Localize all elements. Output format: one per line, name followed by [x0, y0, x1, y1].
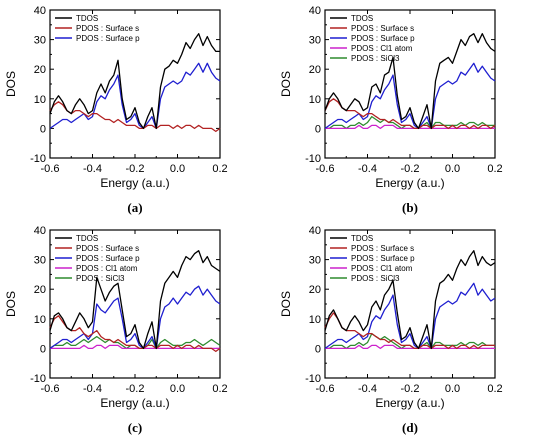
y-tick-label: -10: [30, 373, 46, 385]
y-tick-label: -10: [30, 153, 46, 165]
x-tick-label: -0.4: [358, 163, 377, 175]
panel-label: (d): [402, 420, 418, 435]
y-axis-label: DOS: [279, 291, 293, 317]
y-tick-label: 40: [309, 225, 321, 237]
x-tick-label: 0.0: [445, 383, 460, 395]
series-line: [49, 335, 221, 350]
legend-entry: PDOS : Surface p: [351, 34, 415, 43]
y-tick-label: 40: [34, 5, 46, 17]
y-tick-label: 10: [34, 94, 46, 106]
legend-entry: PDOS : SiCl3: [351, 274, 400, 283]
legend-entry: PDOS : Surface p: [76, 34, 140, 43]
y-tick-label: 40: [34, 225, 46, 237]
chart-panel: -10 0 10 20 30 40 -0.6 -0.4 -0.2 0.0 0.2 Energy (a.…: [279, 225, 503, 435]
x-tick-label: -0.6: [41, 383, 60, 395]
y-tick-label: -10: [305, 373, 321, 385]
x-tick-label: 0.2: [487, 383, 502, 395]
x-axis-label: Energy (a.u.): [100, 396, 169, 410]
y-axis-label: DOS: [279, 71, 293, 97]
panel-label: (b): [402, 200, 418, 215]
legend-entry: TDOS: [76, 14, 98, 23]
series-line: [324, 312, 495, 350]
series-line: [49, 250, 221, 350]
x-tick-label: -0.6: [41, 163, 60, 175]
y-tick-label: 30: [309, 35, 321, 47]
legend-entry: PDOS : Surface s: [76, 24, 139, 33]
chart-panel: -10 0 10 20 30 40 -0.6 -0.4 -0.2 0.0 0.2 Energy (a.…: [279, 5, 503, 215]
chart-panel: -10 0 10 20 30 40 -0.6 -0.4 -0.2 0.0 0.2 Energy (a.…: [4, 225, 228, 435]
x-tick-label: -0.2: [126, 163, 145, 175]
chart-panel: -10 0 10 20 30 40 -0.6 -0.4 -0.2 0.0 0.2 Energy (a.…: [4, 5, 228, 215]
x-tick-label: 0.0: [170, 383, 185, 395]
legend-entry: PDOS : Surface s: [76, 244, 139, 253]
x-tick-label: -0.4: [83, 383, 102, 395]
y-axis-label: DOS: [4, 291, 18, 317]
legend-entry: TDOS: [76, 234, 98, 243]
series-line: [49, 62, 221, 130]
y-tick-label: 0: [315, 343, 321, 355]
y-tick-label: 10: [309, 314, 321, 326]
x-tick-label: -0.4: [83, 163, 102, 175]
series-line: [324, 282, 496, 350]
y-tick-label: 30: [309, 255, 321, 267]
series-line: [324, 62, 496, 130]
y-tick-label: 20: [34, 284, 46, 296]
series-line: [324, 250, 496, 350]
series-line: [324, 98, 496, 130]
x-tick-label: 0.2: [212, 383, 227, 395]
x-tick-label: 0.0: [170, 163, 185, 175]
legend-entry: PDOS : Cl1 atom: [351, 44, 413, 53]
x-tick-label: 0.0: [445, 163, 460, 175]
panel-label: (a): [127, 200, 142, 215]
x-tick-label: -0.2: [126, 383, 145, 395]
y-tick-label: 0: [315, 123, 321, 135]
x-axis-label: Energy (a.u.): [100, 176, 169, 190]
y-tick-label: -10: [305, 153, 321, 165]
series-line: [325, 344, 495, 350]
series-line: [325, 115, 495, 130]
x-tick-label: -0.4: [358, 383, 377, 395]
panel-label: (c): [128, 420, 142, 435]
series-line: [49, 315, 221, 353]
legend-entry: PDOS : Cl1 atom: [76, 264, 138, 273]
y-tick-label: 30: [34, 255, 46, 267]
legend-entry: PDOS : Surface p: [351, 254, 415, 263]
y-tick-label: 0: [40, 343, 46, 355]
series-line: [49, 101, 221, 133]
y-tick-label: 20: [309, 284, 321, 296]
x-tick-label: 0.2: [487, 163, 502, 175]
legend-entry: PDOS : SiCl3: [351, 54, 400, 63]
series-line: [325, 124, 495, 130]
y-tick-label: 0: [40, 123, 46, 135]
x-axis-label: Energy (a.u.): [375, 396, 444, 410]
series-line: [49, 33, 220, 130]
x-axis-label: Energy (a.u.): [375, 176, 444, 190]
legend-entry: PDOS : Surface s: [351, 24, 414, 33]
series-line: [324, 33, 496, 130]
series-line: [49, 285, 221, 350]
legend-entry: TDOS: [351, 14, 373, 23]
series-line: [50, 344, 220, 350]
y-axis-label: DOS: [4, 71, 18, 97]
x-tick-label: -0.6: [316, 383, 335, 395]
y-tick-label: 10: [309, 94, 321, 106]
y-tick-label: 20: [34, 64, 46, 76]
y-tick-label: 20: [309, 64, 321, 76]
legend-entry: TDOS: [351, 234, 373, 243]
legend-entry: PDOS : Cl1 atom: [351, 264, 413, 273]
x-tick-label: -0.6: [316, 163, 335, 175]
x-tick-label: -0.2: [401, 163, 420, 175]
x-tick-label: -0.2: [401, 383, 420, 395]
legend-entry: PDOS : Surface p: [76, 254, 140, 263]
y-tick-label: 30: [34, 35, 46, 47]
y-tick-label: 40: [309, 5, 321, 17]
legend-entry: PDOS : SiCl3: [76, 274, 125, 283]
x-tick-label: 0.2: [212, 163, 227, 175]
legend-entry: PDOS : Surface s: [351, 244, 414, 253]
y-tick-label: 10: [34, 314, 46, 326]
